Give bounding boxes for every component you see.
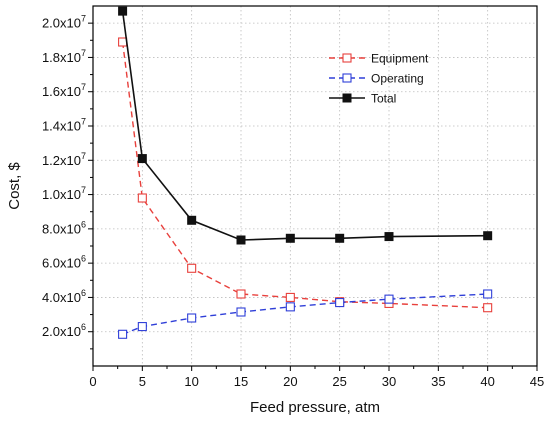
data-point-total bbox=[384, 232, 394, 242]
y-tick-label: 4.0x106 bbox=[42, 288, 86, 305]
y-tick-label: 1.2x107 bbox=[42, 151, 86, 168]
data-point-operating bbox=[483, 289, 493, 299]
data-point-operating bbox=[335, 298, 345, 308]
y-tick-label: 8.0x106 bbox=[42, 219, 86, 236]
legend: Equipment Operating Total bbox=[329, 52, 429, 106]
series-line-total bbox=[121, 11, 488, 241]
x-tick-label: 5 bbox=[139, 374, 146, 389]
data-point-operating bbox=[137, 322, 147, 332]
y-axis-title: Cost, $ bbox=[6, 162, 23, 210]
y-tick-label: 6.0x106 bbox=[42, 254, 86, 271]
x-tick-label: 45 bbox=[530, 374, 544, 389]
x-tick-label: 40 bbox=[480, 374, 494, 389]
legend-label: Operating bbox=[371, 72, 424, 86]
data-point-total bbox=[137, 154, 147, 164]
legend-entry-total: Total bbox=[329, 92, 396, 106]
grid-layer bbox=[93, 6, 537, 366]
x-tick-label: 30 bbox=[382, 374, 396, 389]
data-point-equipment bbox=[285, 292, 295, 302]
legend-label: Total bbox=[371, 92, 396, 106]
data-point-total bbox=[335, 233, 345, 243]
data-point-operating bbox=[187, 313, 197, 323]
series-line-equipment bbox=[121, 41, 488, 309]
legend-entry-operating: Operating bbox=[329, 72, 424, 86]
plot-frame bbox=[92, 5, 538, 367]
x-tick-label: 15 bbox=[234, 374, 248, 389]
data-point-equipment bbox=[118, 37, 128, 47]
series-total bbox=[118, 6, 493, 245]
data-point-operating bbox=[118, 329, 128, 339]
legend-label: Equipment bbox=[371, 52, 429, 66]
legend-marker bbox=[342, 73, 352, 83]
y-tick-label: 1.0x107 bbox=[42, 185, 86, 202]
series-layer bbox=[118, 6, 493, 339]
x-tick-label: 10 bbox=[184, 374, 198, 389]
data-point-equipment bbox=[236, 289, 246, 299]
y-tick-label: 1.8x107 bbox=[42, 48, 86, 65]
legend-marker bbox=[342, 93, 352, 103]
x-tick-label: 25 bbox=[332, 374, 346, 389]
data-point-equipment bbox=[137, 193, 147, 203]
x-tick-label: 35 bbox=[431, 374, 445, 389]
data-point-operating bbox=[285, 302, 295, 312]
y-tick-label: 2.0x107 bbox=[42, 14, 86, 31]
series-equipment bbox=[118, 37, 493, 313]
x-tick-label: 0 bbox=[89, 374, 96, 389]
data-point-total bbox=[236, 235, 246, 245]
data-point-total bbox=[187, 215, 197, 225]
y-tick-label: 1.6x107 bbox=[42, 82, 86, 99]
series-line-operating bbox=[122, 293, 488, 335]
data-point-equipment bbox=[187, 263, 197, 273]
legend-entry-equipment: Equipment bbox=[329, 52, 429, 66]
x-tick-label: 20 bbox=[283, 374, 297, 389]
y-tick-label: 2.0x106 bbox=[42, 322, 86, 339]
legend-marker bbox=[342, 53, 352, 63]
x-axis-title: Feed pressure, atm bbox=[250, 399, 380, 416]
data-point-equipment bbox=[483, 303, 493, 313]
data-point-operating bbox=[236, 307, 246, 317]
axes-layer: 0 5 10 15 20 25 30 35 40 45 2.0x106 4.0x106 6.0x106 8… bbox=[42, 5, 544, 389]
data-point-total bbox=[483, 231, 493, 241]
data-point-total bbox=[285, 233, 295, 243]
series-operating bbox=[118, 289, 493, 339]
data-point-operating bbox=[384, 294, 394, 304]
y-tick-label: 1.4x107 bbox=[42, 117, 86, 134]
data-point-total bbox=[118, 6, 128, 16]
